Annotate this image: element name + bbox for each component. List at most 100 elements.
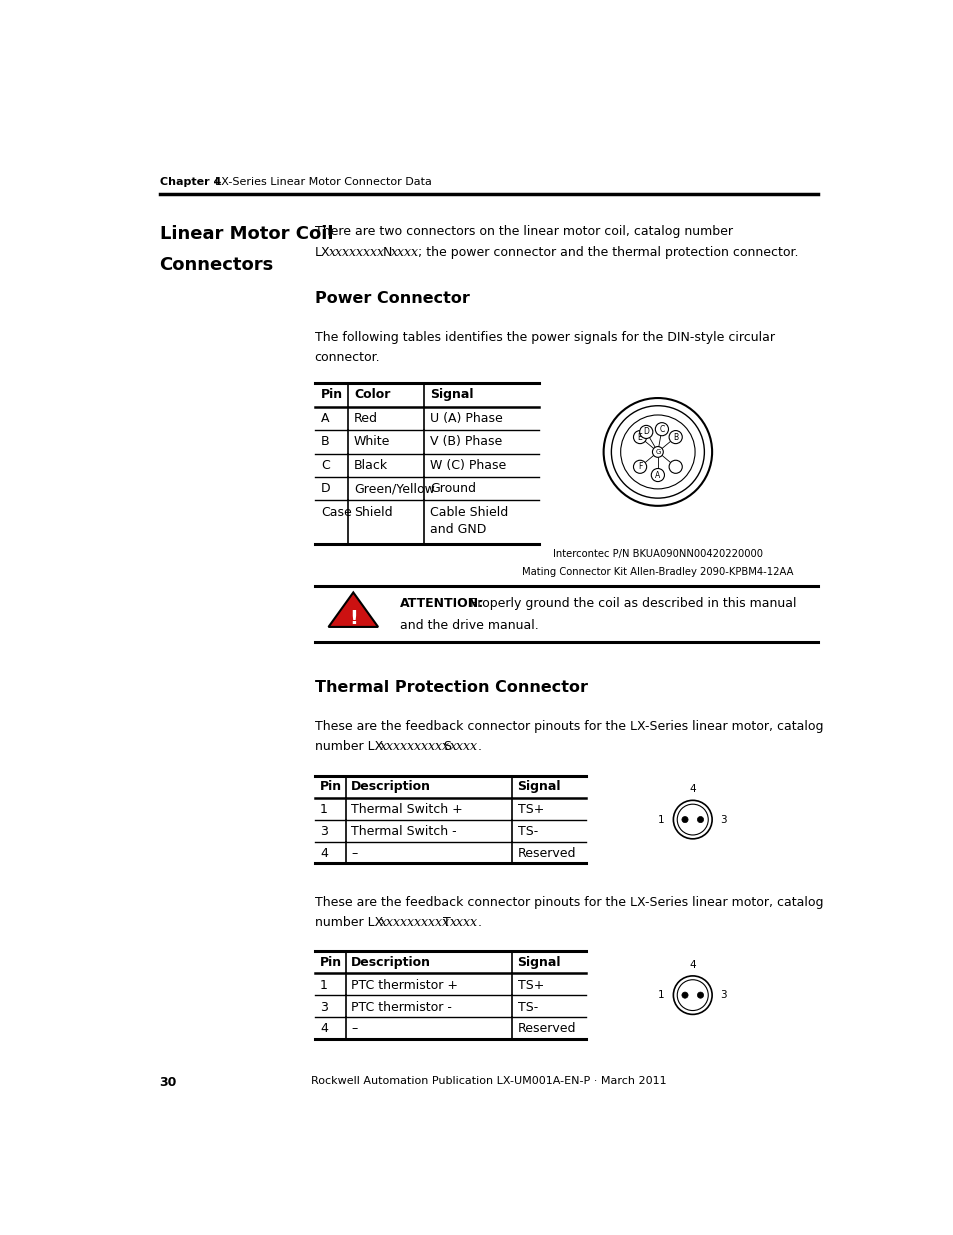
Text: Properly ground the coil as described in this manual: Properly ground the coil as described in… bbox=[465, 597, 796, 610]
Circle shape bbox=[668, 461, 681, 473]
Text: Green/Yellow: Green/Yellow bbox=[354, 483, 435, 495]
Text: F: F bbox=[638, 462, 641, 472]
Text: Color: Color bbox=[354, 388, 390, 400]
Text: B: B bbox=[673, 432, 678, 442]
Text: TS-: TS- bbox=[517, 1000, 537, 1014]
Text: connector.: connector. bbox=[314, 351, 380, 364]
Text: 1: 1 bbox=[658, 990, 664, 1000]
Text: Black: Black bbox=[354, 459, 388, 472]
Text: LX: LX bbox=[314, 246, 330, 259]
Text: ATTENTION:: ATTENTION: bbox=[399, 597, 483, 610]
Text: There are two connectors on the linear motor coil, catalog number: There are two connectors on the linear m… bbox=[314, 225, 732, 238]
Text: 4: 4 bbox=[319, 847, 328, 860]
Text: 3: 3 bbox=[319, 1000, 328, 1014]
Text: xxxxxxxx: xxxxxxxx bbox=[329, 246, 384, 259]
Circle shape bbox=[681, 992, 687, 998]
Text: !: ! bbox=[349, 609, 357, 629]
Text: 1: 1 bbox=[319, 803, 328, 816]
Text: U (A) Phase: U (A) Phase bbox=[430, 412, 502, 425]
Text: Rockwell Automation Publication LX-UM001A-EN-P · March 2011: Rockwell Automation Publication LX-UM001… bbox=[311, 1076, 666, 1086]
Text: .: . bbox=[477, 740, 481, 753]
Text: and GND: and GND bbox=[430, 522, 486, 536]
Text: and the drive manual.: and the drive manual. bbox=[399, 619, 538, 631]
Text: 3: 3 bbox=[319, 825, 328, 839]
Text: W (C) Phase: W (C) Phase bbox=[430, 459, 506, 472]
Text: number LX: number LX bbox=[314, 916, 382, 929]
Text: 3: 3 bbox=[720, 990, 726, 1000]
Text: PTC thermistor +: PTC thermistor + bbox=[351, 978, 457, 992]
Text: 4: 4 bbox=[319, 1023, 328, 1035]
Text: xxxx: xxxx bbox=[450, 740, 477, 753]
Text: Cable Shield: Cable Shield bbox=[430, 506, 508, 519]
Text: Signal: Signal bbox=[517, 956, 560, 969]
Text: Case: Case bbox=[320, 506, 351, 519]
Text: D: D bbox=[320, 483, 330, 495]
Text: A: A bbox=[320, 412, 329, 425]
Text: Thermal Switch -: Thermal Switch - bbox=[351, 825, 456, 839]
Text: PTC thermistor -: PTC thermistor - bbox=[351, 1000, 452, 1014]
Text: 4: 4 bbox=[689, 960, 696, 969]
Circle shape bbox=[697, 992, 703, 998]
Text: .: . bbox=[477, 916, 481, 929]
Text: V (B) Phase: V (B) Phase bbox=[430, 436, 501, 448]
Text: Pin: Pin bbox=[319, 781, 342, 793]
Text: xxxxxxxxxx: xxxxxxxxxx bbox=[379, 740, 449, 753]
Text: The following tables identifies the power signals for the DIN-style circular: The following tables identifies the powe… bbox=[314, 331, 774, 345]
Text: S: S bbox=[443, 740, 451, 753]
Text: TS+: TS+ bbox=[517, 803, 543, 816]
Text: These are the feedback connector pinouts for the LX-Series linear motor, catalog: These are the feedback connector pinouts… bbox=[314, 720, 822, 734]
Text: number LX: number LX bbox=[314, 740, 382, 753]
Text: 4: 4 bbox=[689, 784, 696, 794]
Text: A: A bbox=[655, 471, 659, 479]
Text: 1: 1 bbox=[658, 815, 664, 825]
Text: Shield: Shield bbox=[354, 506, 393, 519]
Text: Chapter 4: Chapter 4 bbox=[159, 178, 221, 188]
Text: Mating Connector Kit Allen-Bradley 2090-KPBM4-12AA: Mating Connector Kit Allen-Bradley 2090-… bbox=[521, 567, 793, 577]
Text: Pin: Pin bbox=[320, 388, 342, 400]
Text: E: E bbox=[637, 432, 641, 442]
Text: Description: Description bbox=[351, 956, 431, 969]
Circle shape bbox=[639, 425, 652, 438]
Text: White: White bbox=[354, 436, 390, 448]
Text: –: – bbox=[351, 1023, 356, 1035]
Text: TS-: TS- bbox=[517, 825, 537, 839]
Circle shape bbox=[633, 461, 646, 473]
Text: Reserved: Reserved bbox=[517, 1023, 576, 1035]
Text: xxxx: xxxx bbox=[390, 246, 418, 259]
Circle shape bbox=[681, 816, 687, 823]
Text: Power Connector: Power Connector bbox=[314, 290, 469, 305]
Text: Pin: Pin bbox=[319, 956, 342, 969]
Text: Signal: Signal bbox=[517, 781, 560, 793]
Circle shape bbox=[668, 431, 681, 443]
Text: Intercontec P/N BKUA090NN00420220000: Intercontec P/N BKUA090NN00420220000 bbox=[553, 550, 762, 559]
Text: xxxx: xxxx bbox=[450, 916, 477, 929]
Text: Ground: Ground bbox=[430, 483, 476, 495]
Circle shape bbox=[651, 468, 664, 482]
Text: Thermal Protection Connector: Thermal Protection Connector bbox=[314, 680, 587, 695]
Text: G: G bbox=[655, 450, 659, 454]
Text: xxxxxxxxxx: xxxxxxxxxx bbox=[379, 916, 449, 929]
Text: Connectors: Connectors bbox=[159, 256, 274, 274]
Circle shape bbox=[655, 422, 668, 436]
Text: ; the power connector and the thermal protection connector.: ; the power connector and the thermal pr… bbox=[417, 246, 798, 259]
Text: N: N bbox=[383, 246, 392, 259]
Text: Reserved: Reserved bbox=[517, 847, 576, 860]
Text: T: T bbox=[443, 916, 451, 929]
Text: Signal: Signal bbox=[430, 388, 473, 400]
Text: Thermal Switch +: Thermal Switch + bbox=[351, 803, 462, 816]
Text: –: – bbox=[351, 847, 356, 860]
Text: Description: Description bbox=[351, 781, 431, 793]
Text: Linear Motor Coil: Linear Motor Coil bbox=[159, 225, 333, 243]
Text: These are the feedback connector pinouts for the LX-Series linear motor, catalog: These are the feedback connector pinouts… bbox=[314, 895, 822, 909]
Text: B: B bbox=[320, 436, 329, 448]
Text: 3: 3 bbox=[720, 815, 726, 825]
Text: C: C bbox=[320, 459, 329, 472]
Text: LX-Series Linear Motor Connector Data: LX-Series Linear Motor Connector Data bbox=[215, 178, 432, 188]
Circle shape bbox=[633, 431, 646, 443]
Circle shape bbox=[697, 816, 703, 823]
Text: Red: Red bbox=[354, 412, 377, 425]
Polygon shape bbox=[328, 593, 377, 627]
Text: TS+: TS+ bbox=[517, 978, 543, 992]
Text: C: C bbox=[659, 425, 664, 433]
Text: D: D bbox=[642, 427, 648, 436]
